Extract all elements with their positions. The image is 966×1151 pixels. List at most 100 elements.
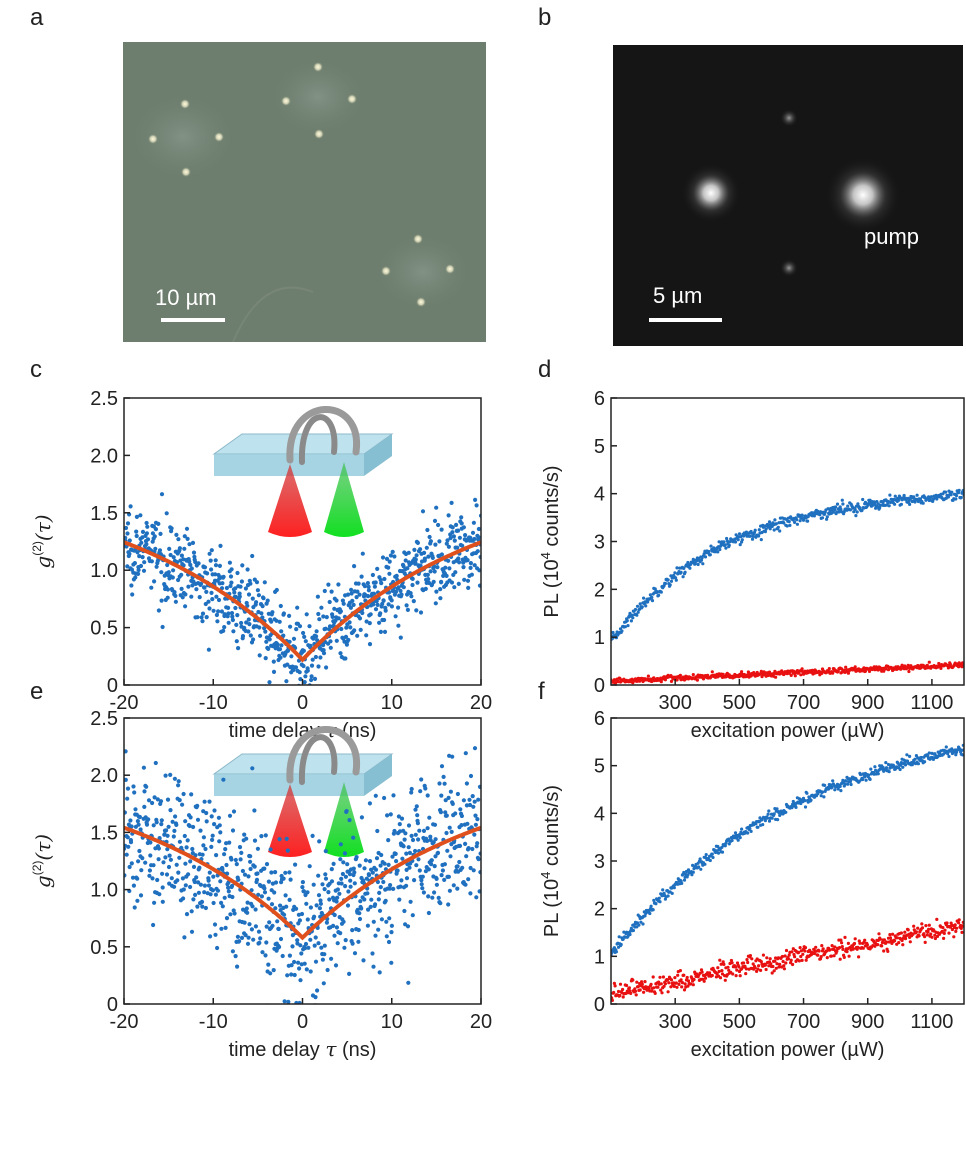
data-point <box>236 939 241 944</box>
data-point <box>132 790 137 795</box>
data-point <box>706 972 710 976</box>
data-point <box>420 567 425 572</box>
data-point <box>391 831 396 836</box>
data-point <box>859 778 863 782</box>
data-point <box>677 982 681 987</box>
data-point <box>319 640 324 645</box>
data-point <box>826 670 830 674</box>
data-point <box>284 641 289 647</box>
data-point <box>470 530 476 535</box>
data-point <box>922 755 926 759</box>
data-point <box>420 886 425 891</box>
data-point <box>236 877 241 882</box>
data-point <box>354 595 359 600</box>
data-point <box>292 959 297 965</box>
data-point <box>383 608 388 613</box>
data-point <box>398 884 403 889</box>
data-point <box>140 555 145 560</box>
data-point <box>289 972 294 977</box>
data-point <box>269 612 274 617</box>
panel-letter-a: a <box>30 4 44 31</box>
data-point <box>474 895 479 900</box>
data-point <box>902 934 906 938</box>
data-point <box>180 848 185 853</box>
data-point <box>750 957 754 961</box>
data-point <box>383 898 388 904</box>
data-point <box>674 675 678 679</box>
data-point <box>138 827 143 832</box>
data-point <box>276 926 281 932</box>
data-point <box>717 672 721 676</box>
data-point <box>806 519 810 523</box>
data-point <box>960 491 964 495</box>
data-point <box>366 873 372 878</box>
data-point <box>921 933 925 937</box>
data-point <box>725 838 729 842</box>
data-point <box>738 543 742 547</box>
data-point <box>382 617 387 623</box>
data-point <box>229 567 234 572</box>
data-point <box>279 643 284 648</box>
data-point <box>249 888 254 893</box>
data-point <box>281 633 286 638</box>
data-point <box>928 757 932 761</box>
data-point <box>649 596 653 600</box>
data-point <box>352 610 358 615</box>
data-point <box>803 799 807 803</box>
data-point <box>188 562 193 568</box>
data-point <box>457 843 463 849</box>
data-point <box>810 952 814 957</box>
data-point <box>250 553 255 559</box>
data-point <box>890 497 894 502</box>
data-point <box>962 493 964 497</box>
data-point <box>657 896 661 900</box>
data-point <box>860 776 864 780</box>
data-point <box>741 832 745 836</box>
data-point <box>209 567 214 572</box>
data-point <box>233 594 238 600</box>
data-point <box>154 820 159 825</box>
data-point <box>756 825 760 829</box>
data-point <box>417 868 422 873</box>
data-point <box>628 989 632 993</box>
data-point <box>177 855 182 860</box>
data-point <box>340 871 345 877</box>
data-point <box>650 989 654 993</box>
data-point <box>761 525 766 529</box>
data-point <box>758 959 762 963</box>
data-point <box>764 967 768 972</box>
data-point <box>153 520 159 525</box>
data-point <box>659 680 663 684</box>
data-point <box>943 497 947 501</box>
data-point <box>616 680 621 684</box>
data-point <box>682 572 687 576</box>
data-point <box>440 862 445 868</box>
data-point <box>866 503 870 507</box>
y-axis-label-post: counts/s) <box>541 465 563 552</box>
data-point <box>647 679 651 683</box>
data-point <box>918 498 922 502</box>
data-point <box>701 562 705 566</box>
data-point <box>219 866 224 871</box>
data-point <box>665 675 669 679</box>
data-point <box>124 873 127 878</box>
data-point <box>443 565 448 570</box>
data-point <box>319 605 324 610</box>
data-point <box>869 666 873 670</box>
data-point <box>905 933 909 937</box>
data-point <box>459 521 464 526</box>
data-point <box>707 675 711 679</box>
data-point <box>625 679 629 683</box>
emitter-dot <box>413 234 423 244</box>
data-point <box>827 783 831 787</box>
emitter-dot <box>313 62 323 72</box>
data-point <box>287 870 292 875</box>
data-point <box>382 795 387 801</box>
data-point <box>248 581 253 586</box>
data-point <box>454 864 459 869</box>
data-point <box>329 956 334 961</box>
data-point <box>623 983 627 987</box>
data-point <box>368 612 373 617</box>
data-point <box>437 781 442 786</box>
data-point <box>442 862 447 867</box>
